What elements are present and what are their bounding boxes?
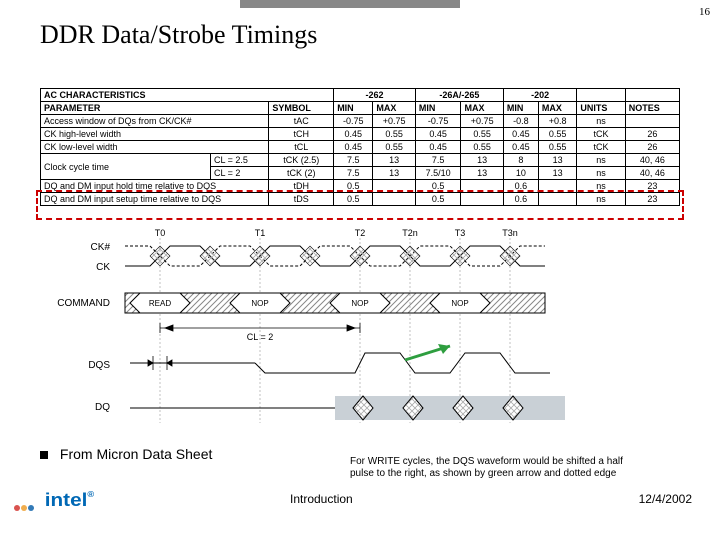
table-row: CK low-level widthtCL0.450.550.450.550.4… [41,141,680,154]
hdr-param: PARAMETER [41,102,269,115]
bullet-square-icon [40,451,48,459]
table-row: Access window of DQs from CK/CK#tAC-0.75… [41,115,680,128]
cmd-nop-1: NOP [251,299,268,308]
ck-label: CK [96,262,110,273]
table-row: DQ and DM input setup time relative to D… [41,193,680,206]
table-header-cols-row: PARAMETER SYMBOL MIN MAX MIN MAX MIN MAX… [41,102,680,115]
cmd-nop-2: NOP [351,299,368,308]
ac-characteristics-table: AC CHARACTERISTICS -262 -26A/-265 -202 P… [40,88,680,206]
t3-label: T3 [455,228,466,238]
ac-header: AC CHARACTERISTICS [41,89,334,102]
hdr-min-1: MIN [334,102,373,115]
dqs-label: DQS [88,360,110,371]
hdr-max-1: MAX [373,102,415,115]
source-text: From Micron Data Sheet [60,446,213,462]
source-bullet: From Micron Data Sheet [40,446,212,462]
hdr-min-2: MIN [415,102,461,115]
hdr-units: UNITS [577,102,625,115]
cmd-read: READ [149,299,171,308]
speed-202: -202 [503,89,576,102]
hdr-min-3: MIN [503,102,538,115]
green-shift-arrow [405,344,450,360]
t0-label: T0 [155,228,166,238]
t2-label: T2 [355,228,366,238]
write-shift-note: For WRITE cycles, the DQS waveform would… [350,456,630,480]
page-number: 16 [699,6,710,18]
table-header-speed-row: AC CHARACTERISTICS -262 -26A/-265 -202 [41,89,680,102]
footer-intro: Introduction [290,492,353,506]
t1-label: T1 [255,228,266,238]
hdr-max-3: MAX [538,102,576,115]
dq-label: DQ [95,402,110,413]
footer-date: 12/4/2002 [639,492,692,506]
cmd-nop-3: NOP [451,299,468,308]
hdr-symbol: SYMBOL [269,102,334,115]
intel-logo: intel® [45,490,94,511]
table-row: CK high-level widthtCH0.450.550.450.550.… [41,128,680,141]
t3n-label: T3n [502,228,518,238]
slide-dots-icon [14,498,35,516]
command-label: COMMAND [57,298,110,309]
table-row: Clock cycle timeCL = 2.5tCK (2.5)7.5137.… [41,154,680,167]
speed-26a: -26A/-265 [415,89,503,102]
ckn-label: CK# [91,242,111,253]
t2n-label: T2n [402,228,418,238]
timing-diagram: T0 T1 T2 T2n T3 T3n CK# CK COMMAND [55,228,665,428]
table-row: DQ and DM input hold time relative to DQ… [41,180,680,193]
slide-title: DDR Data/Strobe Timings [40,20,317,50]
header-accent-bar [240,0,460,8]
cl-label: CL = 2 [247,332,273,342]
hdr-max-2: MAX [461,102,503,115]
hdr-notes: NOTES [625,102,679,115]
speed-262: -262 [334,89,416,102]
